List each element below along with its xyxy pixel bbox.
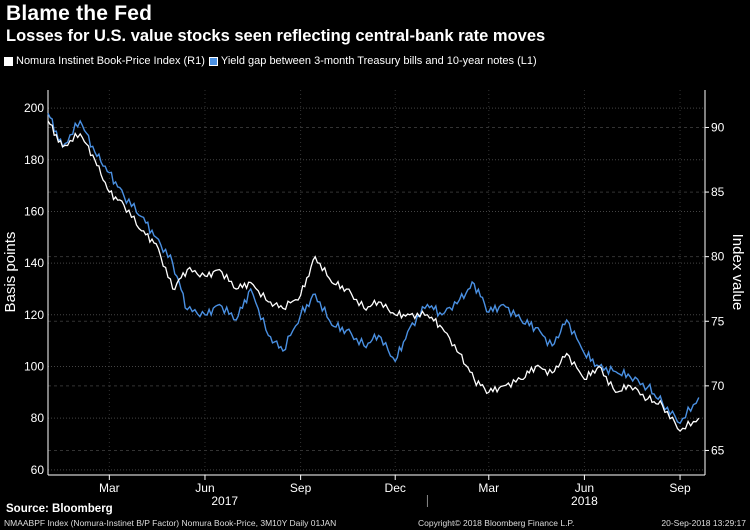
axes — [47, 90, 709, 507]
x-tick-label-6: Sep — [669, 481, 691, 495]
series-lines — [47, 112, 700, 433]
footer-ticker: NMAABPF Index (Nomura-Instinet B/P Facto… — [4, 518, 337, 528]
legend-swatch-yield-gap — [208, 56, 218, 66]
x-tick-label-1: Jun — [195, 481, 214, 495]
chart-title: Blame the Fed — [6, 2, 153, 25]
y-tick-left-160: 160 — [24, 204, 44, 218]
grid-lines — [48, 90, 705, 475]
y-tick-right-65: 65 — [711, 443, 725, 457]
x-year-label-1: 2018 — [571, 494, 598, 508]
x-tick-label-2: Sep — [290, 481, 312, 495]
y-axis-label-left: Basis points — [2, 232, 19, 313]
x-year-label-0: 2017 — [211, 494, 238, 508]
y-tick-right-75: 75 — [711, 314, 725, 328]
x-tick-label-3: Dec — [385, 481, 406, 495]
legend-label-yield-gap: Yield gap between 3-month Treasury bills… — [220, 55, 537, 67]
x-tick-label-5: Jun — [575, 481, 594, 495]
y-tick-right-80: 80 — [711, 250, 725, 264]
legend-item-yield-gap: Yield gap between 3-month Treasury bills… — [208, 55, 537, 67]
y-tick-left-180: 180 — [24, 153, 44, 167]
footer-timestamp: 20-Sep-2018 13:29:17 — [661, 518, 746, 528]
legend-swatch-index — [4, 56, 13, 66]
chart-subtitle: Losses for U.S. value stocks seen reflec… — [6, 27, 546, 45]
legend-item-index: Nomura Instinet Book-Price Index (R1) — [4, 55, 205, 67]
y-tick-left-140: 140 — [24, 256, 44, 270]
source-note: Source: Bloomberg — [6, 503, 113, 515]
y-tick-left-80: 80 — [31, 411, 45, 425]
y-tick-left-100: 100 — [24, 359, 44, 373]
tick-labels: 60 80 100 120 140 160 180 200 65 70 75 80 85 90 Mar Jun… — [24, 101, 725, 508]
series-line-index — [47, 120, 700, 433]
footer-copyright: Copyright© 2018 Bloomberg Finance L.P. — [418, 518, 575, 528]
y-tick-right-90: 90 — [711, 120, 725, 134]
x-tick-label-4: Mar — [478, 481, 499, 495]
x-tick-label-0: Mar — [99, 481, 120, 495]
series-line-yield-gap — [47, 112, 700, 425]
y-tick-left-200: 200 — [24, 101, 44, 115]
y-axis-label-right: Index value — [729, 234, 746, 311]
y-tick-left-60: 60 — [31, 463, 45, 477]
y-tick-right-85: 85 — [711, 185, 725, 199]
y-tick-left-120: 120 — [24, 308, 44, 322]
legend: Nomura Instinet Book-Price Index (R1) Yi… — [4, 55, 541, 67]
y-tick-right-70: 70 — [711, 379, 725, 393]
legend-label-index: Nomura Instinet Book-Price Index (R1) — [16, 55, 205, 67]
